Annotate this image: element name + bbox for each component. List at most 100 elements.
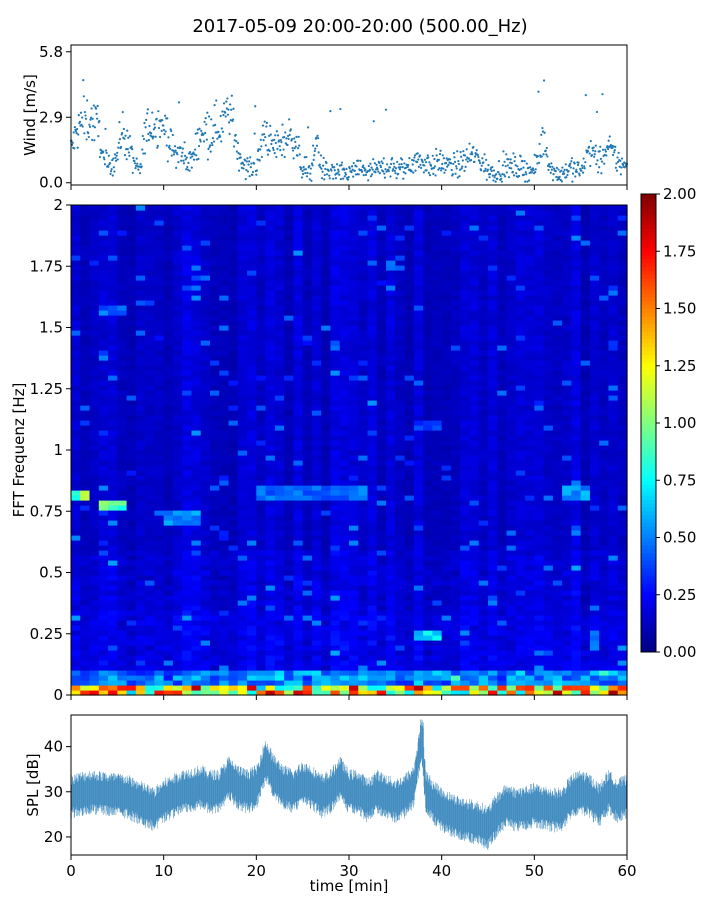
spectrogram-cell bbox=[98, 575, 109, 581]
spectrogram-cell bbox=[117, 485, 128, 491]
spectrogram-cell bbox=[339, 650, 350, 656]
spectrogram-cell bbox=[228, 470, 239, 476]
spectrogram-cell bbox=[302, 630, 313, 636]
spectrogram-cell bbox=[145, 405, 155, 411]
spectrogram-cell bbox=[163, 435, 174, 441]
wind-point bbox=[306, 126, 310, 129]
spectrogram-cell bbox=[395, 490, 406, 496]
spectrogram-cell bbox=[339, 205, 350, 211]
spectrogram-cell bbox=[358, 390, 369, 396]
spectrogram-cell bbox=[386, 425, 396, 431]
wind-point bbox=[268, 149, 271, 153]
spectrogram-cell bbox=[200, 325, 211, 331]
spectrogram-cell bbox=[349, 395, 359, 401]
spectrogram-cell bbox=[80, 440, 91, 446]
wind-point bbox=[235, 150, 238, 153]
spectrogram-cell bbox=[163, 620, 174, 626]
spectrogram-cell bbox=[145, 480, 155, 486]
spectrogram-cell bbox=[145, 325, 155, 331]
spectrogram-cell bbox=[423, 280, 433, 286]
spectrogram-cell bbox=[89, 635, 100, 641]
spectrogram-cell bbox=[358, 400, 369, 406]
spectrogram-cell bbox=[293, 380, 304, 386]
spectrogram-cell bbox=[200, 365, 211, 371]
spectrogram-cell bbox=[302, 205, 313, 211]
spectrogram-cell bbox=[182, 465, 193, 471]
spectrogram-cell bbox=[321, 390, 332, 396]
spectrogram-cell bbox=[386, 605, 396, 611]
spectrogram-cell bbox=[126, 680, 137, 686]
wind-point bbox=[402, 177, 405, 180]
spectrogram-cell bbox=[256, 245, 267, 251]
spectrogram-cell bbox=[311, 250, 322, 256]
spectrogram-cell bbox=[108, 220, 118, 226]
spectrogram-cell bbox=[98, 515, 109, 521]
spectrogram-cell bbox=[80, 690, 91, 696]
wind-point bbox=[166, 117, 169, 120]
spectrogram-cell bbox=[163, 345, 174, 351]
wind-point bbox=[452, 152, 456, 155]
spectrogram-cell bbox=[98, 620, 109, 626]
spectrogram-cell bbox=[413, 335, 424, 341]
wind-point bbox=[526, 180, 529, 183]
spectrogram-cell bbox=[163, 555, 174, 561]
wind-point bbox=[437, 158, 440, 161]
spectrogram-cell bbox=[284, 570, 294, 576]
spectrogram-cell bbox=[80, 610, 91, 616]
spectrogram-cell bbox=[367, 545, 378, 551]
spectrogram-cell bbox=[210, 660, 220, 666]
spectrogram-cell bbox=[339, 290, 350, 296]
spectrogram-cell bbox=[219, 660, 230, 666]
spectrogram-cell bbox=[386, 365, 396, 371]
spectrogram-cell bbox=[423, 290, 433, 296]
spectrogram-cell bbox=[293, 565, 304, 571]
spectrogram-cell bbox=[108, 310, 118, 316]
spectrogram-cell bbox=[386, 340, 396, 346]
spectrogram-cell bbox=[154, 570, 165, 576]
spectrogram-cell bbox=[172, 575, 183, 581]
spectrogram-cell bbox=[98, 585, 109, 591]
spectrogram-cell bbox=[98, 625, 109, 631]
spectrogram-cell bbox=[386, 460, 396, 466]
spectrogram-cell bbox=[108, 415, 118, 421]
wind-point bbox=[395, 177, 398, 180]
spectrogram-cell bbox=[358, 300, 369, 306]
wind-point bbox=[570, 160, 573, 163]
spectrogram-cell bbox=[256, 650, 267, 656]
spectrogram-cell bbox=[311, 235, 322, 241]
wind-point bbox=[219, 135, 222, 138]
wind-point bbox=[94, 107, 98, 110]
spectrogram-cell bbox=[284, 455, 294, 461]
spectrogram-cell bbox=[274, 615, 285, 621]
spectrogram-cell bbox=[117, 255, 128, 261]
spectrogram-cell bbox=[200, 230, 211, 236]
spectrogram-cell bbox=[237, 375, 248, 381]
spectrogram-cell bbox=[284, 250, 294, 256]
spectrogram-cell bbox=[145, 220, 155, 226]
spectrogram-cell bbox=[441, 555, 452, 561]
spectrogram-cell bbox=[413, 620, 424, 626]
spectrogram-cell bbox=[395, 565, 406, 571]
spectrogram-cell bbox=[423, 350, 433, 356]
spectrogram-cell bbox=[423, 575, 433, 581]
spectrogram-cell bbox=[126, 650, 137, 656]
spectrogram-cell bbox=[89, 210, 100, 216]
wind-point bbox=[530, 171, 533, 174]
spectrogram-cell bbox=[154, 355, 165, 361]
spectrogram-cell bbox=[210, 290, 220, 296]
spectrogram-cell bbox=[126, 425, 137, 431]
spectrogram-cell bbox=[247, 220, 257, 226]
spectrogram-cell bbox=[376, 400, 387, 406]
spectrogram-cell bbox=[89, 310, 100, 316]
spectrogram-cell bbox=[191, 285, 202, 291]
wind-point bbox=[293, 147, 296, 150]
spectrogram-cell bbox=[423, 520, 433, 526]
spectrogram-cell bbox=[376, 340, 387, 346]
spectrogram-cell bbox=[154, 660, 165, 666]
wind-point bbox=[541, 126, 544, 130]
spectrogram-cell bbox=[182, 275, 193, 281]
spectrogram-cell bbox=[358, 610, 369, 616]
wind-points bbox=[69, 79, 629, 183]
wind-point bbox=[387, 170, 390, 173]
spectrogram-cell bbox=[367, 620, 378, 626]
